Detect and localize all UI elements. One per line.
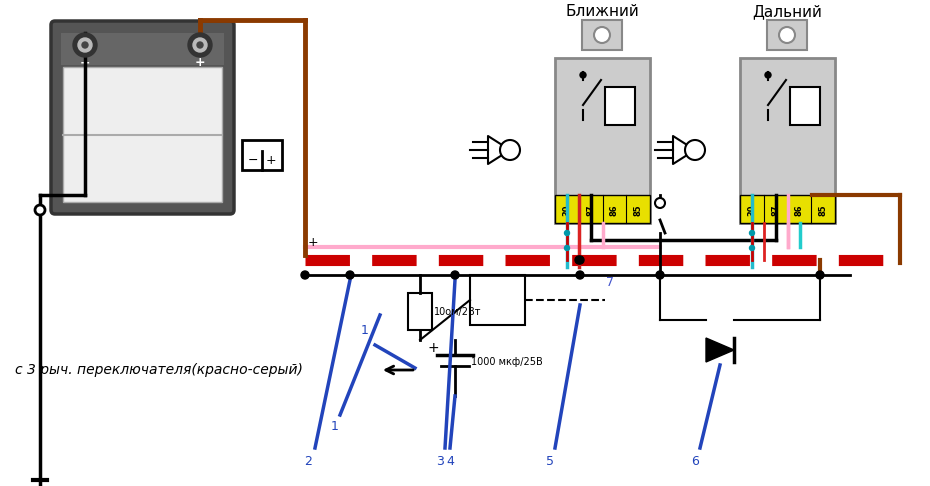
FancyBboxPatch shape (790, 87, 820, 125)
Text: 85: 85 (818, 204, 828, 216)
Circle shape (655, 198, 665, 208)
Circle shape (594, 27, 610, 43)
Circle shape (193, 38, 207, 52)
FancyBboxPatch shape (242, 140, 282, 170)
FancyBboxPatch shape (582, 20, 622, 50)
Circle shape (576, 271, 584, 279)
Circle shape (73, 33, 97, 57)
Text: Дальний: Дальний (752, 4, 822, 19)
Circle shape (750, 230, 754, 236)
Text: 85: 85 (633, 204, 643, 216)
FancyBboxPatch shape (51, 21, 234, 214)
Text: 6: 6 (691, 455, 699, 468)
Text: 5: 5 (546, 455, 554, 468)
Circle shape (779, 27, 795, 43)
Text: −: − (247, 154, 259, 167)
FancyBboxPatch shape (61, 33, 224, 65)
Circle shape (565, 230, 569, 236)
Text: 1: 1 (331, 420, 339, 433)
Text: +: + (194, 56, 206, 69)
Circle shape (816, 271, 824, 279)
Circle shape (188, 33, 212, 57)
Circle shape (765, 72, 771, 78)
Circle shape (656, 271, 664, 279)
Circle shape (575, 256, 583, 264)
FancyBboxPatch shape (555, 58, 650, 223)
Circle shape (301, 271, 309, 279)
Text: 3: 3 (436, 455, 444, 468)
Circle shape (750, 245, 754, 250)
Circle shape (576, 256, 584, 264)
FancyBboxPatch shape (740, 58, 835, 223)
Text: 86: 86 (795, 204, 804, 216)
Text: Ближний: Ближний (565, 4, 639, 19)
FancyBboxPatch shape (740, 195, 835, 223)
Circle shape (500, 140, 520, 160)
Text: с 3 рыч. переключателя(красно-серый): с 3 рыч. переключателя(красно-серый) (15, 363, 303, 377)
Circle shape (685, 140, 705, 160)
Circle shape (565, 245, 569, 250)
FancyBboxPatch shape (555, 195, 650, 223)
Text: 30: 30 (748, 204, 756, 216)
Text: +: + (427, 341, 439, 355)
Text: 7: 7 (606, 276, 614, 289)
Circle shape (346, 271, 354, 279)
Text: 86: 86 (610, 204, 618, 216)
Text: −: − (80, 56, 90, 69)
FancyBboxPatch shape (470, 275, 525, 325)
Circle shape (197, 42, 203, 48)
FancyBboxPatch shape (63, 67, 222, 202)
Text: 2: 2 (304, 455, 312, 468)
Circle shape (78, 38, 92, 52)
Text: 1000 мкф/25В: 1000 мкф/25В (471, 357, 543, 367)
Polygon shape (706, 338, 734, 362)
FancyBboxPatch shape (605, 87, 635, 125)
Circle shape (35, 205, 45, 215)
Text: 4: 4 (446, 455, 454, 468)
Text: 10ом/2Вт: 10ом/2Вт (434, 307, 482, 316)
Text: 30: 30 (563, 204, 571, 216)
FancyBboxPatch shape (767, 20, 807, 50)
Circle shape (580, 72, 586, 78)
Text: +: + (308, 237, 319, 249)
Text: 87: 87 (586, 204, 595, 216)
Circle shape (451, 271, 459, 279)
Text: 1: 1 (361, 324, 369, 336)
Text: 87: 87 (771, 204, 780, 216)
Text: +: + (266, 154, 276, 167)
Circle shape (82, 42, 88, 48)
FancyBboxPatch shape (408, 293, 432, 330)
